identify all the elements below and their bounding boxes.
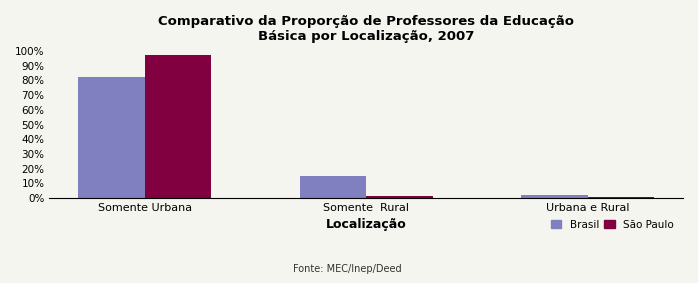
- Bar: [299, 176, 366, 198]
- Bar: [144, 55, 211, 198]
- Bar: [366, 196, 433, 198]
- X-axis label: Localização: Localização: [326, 218, 406, 231]
- Bar: [521, 195, 588, 198]
- Title: Comparativo da Proporção de Professores da Educação
Básica por Localização, 2007: Comparativo da Proporção de Professores …: [158, 15, 574, 43]
- Text: Fonte: MEC/Inep/Deed: Fonte: MEC/Inep/Deed: [293, 264, 402, 274]
- Bar: [588, 197, 654, 198]
- Legend: Brasil, São Paulo: Brasil, São Paulo: [547, 216, 678, 234]
- Bar: [78, 77, 144, 198]
